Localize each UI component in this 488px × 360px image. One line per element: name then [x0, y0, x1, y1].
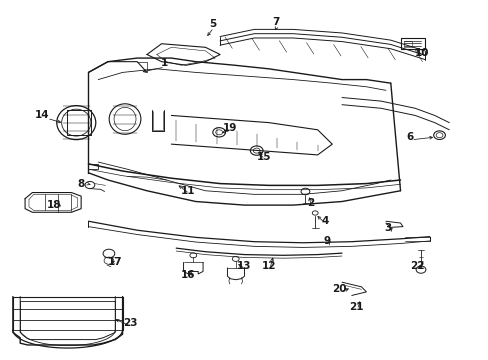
Text: 4: 4 — [321, 216, 328, 226]
Text: 18: 18 — [47, 200, 61, 210]
Text: 1: 1 — [160, 58, 167, 68]
Text: 17: 17 — [108, 257, 122, 267]
Text: 3: 3 — [384, 224, 391, 233]
Text: 2: 2 — [306, 198, 313, 208]
Text: 9: 9 — [323, 236, 330, 246]
Text: 6: 6 — [406, 132, 413, 142]
Text: 10: 10 — [414, 48, 429, 58]
Text: 16: 16 — [181, 270, 195, 280]
Text: 20: 20 — [332, 284, 346, 294]
Text: 15: 15 — [256, 152, 271, 162]
Text: 7: 7 — [272, 17, 279, 27]
Text: 5: 5 — [209, 19, 216, 29]
Text: 19: 19 — [222, 123, 237, 133]
Text: 14: 14 — [35, 111, 49, 121]
Text: 13: 13 — [237, 261, 251, 271]
Text: 12: 12 — [261, 261, 276, 271]
Text: 8: 8 — [78, 179, 84, 189]
Text: 21: 21 — [349, 302, 363, 312]
Text: 11: 11 — [181, 186, 195, 196]
Text: 23: 23 — [122, 319, 137, 328]
Text: 22: 22 — [409, 261, 424, 271]
